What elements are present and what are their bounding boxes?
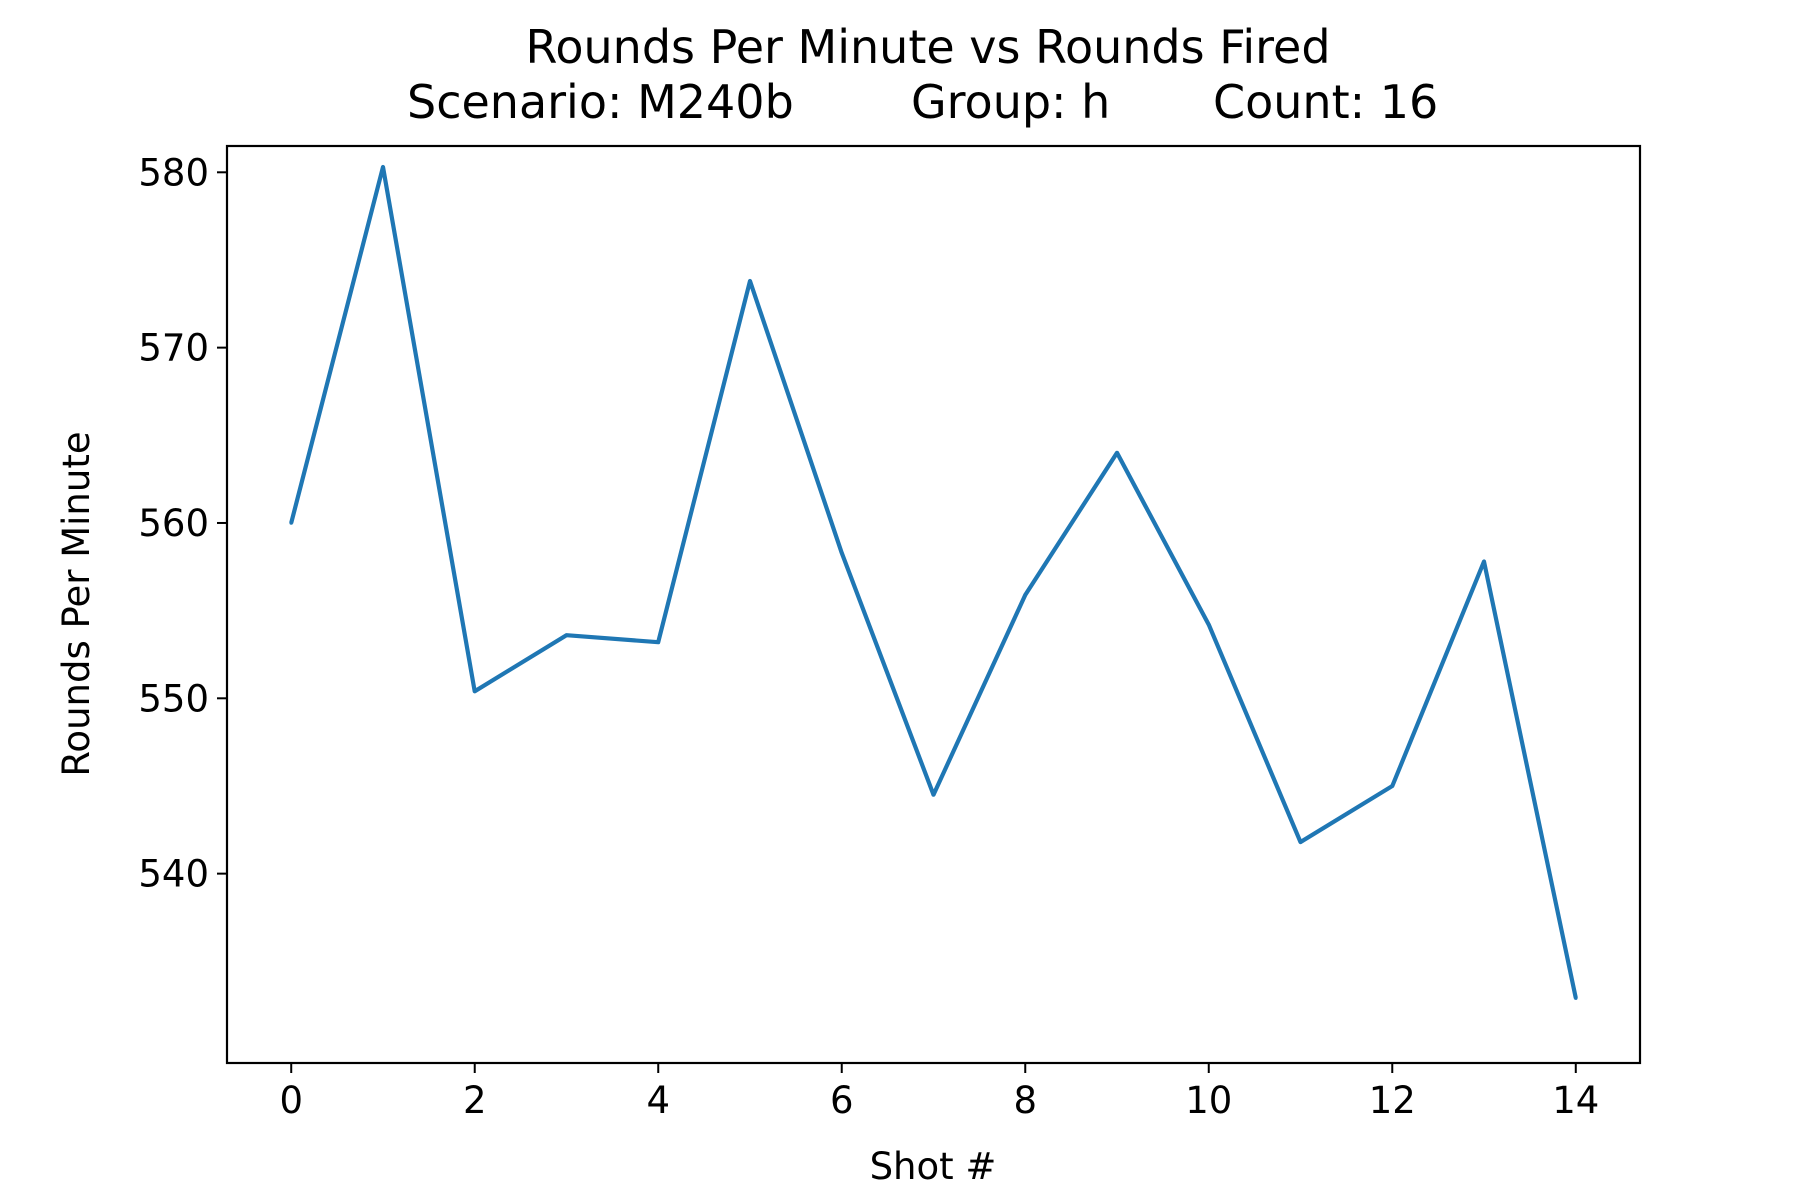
x-tick-label: 0 <box>279 1079 303 1122</box>
y-tick-label: 570 <box>138 327 209 370</box>
y-tick-label: 580 <box>138 151 209 194</box>
x-axis-label: Shot # <box>870 1145 997 1188</box>
chart-subtitle-scenario: Scenario: M240b <box>407 75 794 129</box>
data-point <box>1298 840 1303 844</box>
data-point <box>472 689 477 694</box>
data-point <box>656 640 661 644</box>
series-line <box>289 164 1578 999</box>
x-tick-label: 4 <box>646 1079 670 1122</box>
y-tick-label: 550 <box>138 677 209 720</box>
x-tick-label: 12 <box>1369 1079 1416 1122</box>
data-point <box>381 165 385 169</box>
data-point <box>839 550 844 555</box>
x-tick-label: 2 <box>463 1079 487 1122</box>
y-tick-label: 560 <box>138 502 209 545</box>
data-point <box>289 521 294 525</box>
y-axis-ticks: 540 550 560 570 580 <box>138 151 227 896</box>
data-point <box>1023 593 1028 597</box>
x-tick-label: 14 <box>1552 1079 1599 1122</box>
x-tick-label: 10 <box>1185 1079 1232 1122</box>
data-point <box>748 279 752 283</box>
x-tick-label: 6 <box>830 1079 854 1122</box>
data-point <box>564 633 569 637</box>
data-point <box>1573 996 1578 1000</box>
x-tick-label: 8 <box>1013 1079 1037 1122</box>
series-layer <box>289 164 1578 1000</box>
data-point <box>1115 451 1119 455</box>
data-point <box>931 792 936 797</box>
chart-title: Rounds Per Minute vs Rounds Fired <box>525 20 1330 74</box>
plot-frame <box>225 144 1642 1065</box>
data-point <box>1206 622 1211 627</box>
y-tick-label: 540 <box>138 853 209 896</box>
chart-subtitle-group: Group: h <box>911 75 1110 129</box>
y-axis-label: Rounds Per Minute <box>55 431 98 776</box>
data-point <box>1482 559 1486 564</box>
x-axis-ticks: 0 2 4 6 8 10 12 14 <box>279 1063 1599 1122</box>
data-point <box>1390 784 1395 788</box>
chart-subtitle-count: Count: 16 <box>1213 75 1438 129</box>
